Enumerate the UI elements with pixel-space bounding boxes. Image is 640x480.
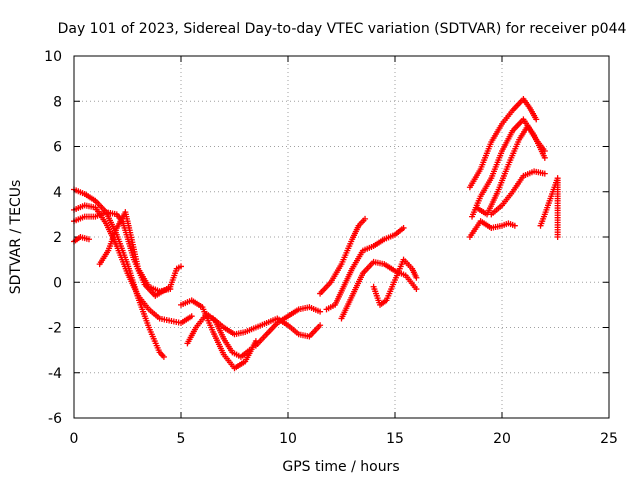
y-tick-label: 2 [53, 230, 62, 246]
data-point [400, 224, 407, 231]
series-track-k [323, 224, 407, 313]
data-point [188, 313, 195, 320]
series-track-h [210, 315, 324, 340]
series-track-s [537, 175, 561, 240]
data-point [541, 154, 548, 161]
series-track-i [252, 304, 324, 349]
x-axis-label: GPS time / hours [282, 459, 399, 475]
data-point [246, 347, 253, 354]
data-point [541, 148, 548, 155]
data-point [160, 353, 167, 360]
series-track-e [96, 209, 174, 295]
y-tick-label: -4 [48, 366, 62, 382]
data-point [178, 263, 184, 270]
data-point [541, 170, 548, 177]
data-point [85, 236, 92, 243]
series-track-n [466, 95, 540, 191]
x-tick-label: 0 [70, 431, 79, 447]
data-point [167, 286, 174, 293]
y-tick-label: 10 [44, 49, 62, 65]
y-tick-label: -2 [48, 321, 62, 337]
series-track-b [71, 202, 195, 326]
series-track-j [317, 215, 369, 297]
data-point [511, 222, 518, 229]
y-tick-label: -6 [48, 411, 62, 427]
data-point [317, 322, 324, 329]
series-track-r [466, 218, 518, 240]
series-track-l [338, 258, 420, 322]
y-tick-label: 0 [53, 275, 62, 291]
y-tick-label: 6 [53, 140, 62, 156]
series-track-m [370, 256, 420, 308]
data-points [71, 95, 561, 372]
data-point [413, 286, 420, 293]
x-tick-label: 10 [279, 431, 297, 447]
data-point [317, 308, 324, 315]
data-point [362, 215, 369, 222]
series-track-p [473, 123, 548, 218]
series-track-g [184, 310, 253, 360]
series-track-f [178, 297, 259, 372]
y-tick-label: 8 [53, 94, 62, 110]
series-track-d [71, 234, 92, 245]
data-point [413, 274, 420, 281]
series-track-a [71, 186, 167, 360]
series-track-q [488, 168, 548, 218]
data-point [554, 234, 561, 240]
x-tick-label: 5 [177, 431, 186, 447]
data-point [533, 116, 540, 123]
plot-frame [73, 55, 610, 419]
x-tick-label: 25 [600, 431, 618, 447]
x-tick-label: 20 [493, 431, 511, 447]
y-axis-label: SDTVAR / TECUs [8, 180, 24, 295]
chart-title: Day 101 of 2023, Sidereal Day-to-day VTE… [58, 21, 627, 37]
x-tick-label: 15 [386, 431, 404, 447]
y-tick-label: 4 [53, 185, 62, 201]
